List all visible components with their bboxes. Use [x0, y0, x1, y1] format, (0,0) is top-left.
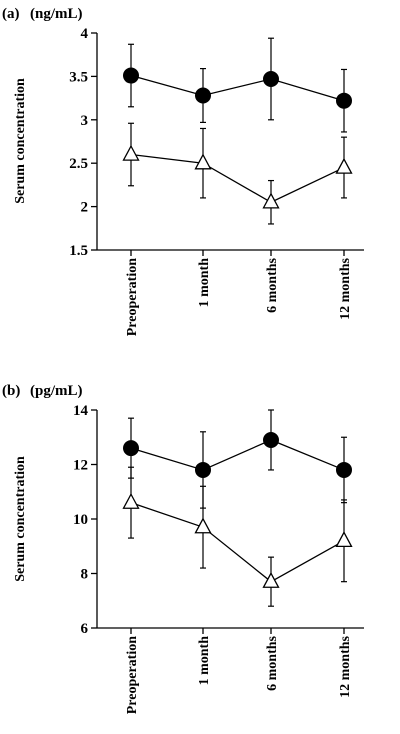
unit-label: (ng/mL)	[30, 6, 83, 22]
x-category-label: 6 months	[265, 257, 280, 312]
y-tick-label: 3.5	[69, 69, 88, 85]
x-category-label: 1 month	[197, 258, 212, 308]
data-point-circle	[123, 67, 139, 84]
series-line-filled-circle	[130, 74, 345, 102]
panel-label: (b)	[2, 383, 20, 399]
panel-label: (a)	[2, 6, 20, 22]
y-tick-label: 6	[81, 621, 89, 637]
y-tick-label: 2	[81, 200, 89, 216]
panel-a: (a) (ng/mL) 1.5 2 2.5 3 3.5 4 Serum concentratio…	[2, 6, 364, 336]
x-category-label: 1 month	[197, 636, 212, 686]
data-point-triangle	[262, 192, 280, 209]
y-axis-label: Serum concentration	[13, 456, 28, 582]
x-category-label: Preoperation	[125, 258, 140, 336]
data-point-circle	[195, 87, 211, 104]
x-category-label: 12 months	[338, 257, 353, 319]
data-point-triangle	[194, 153, 212, 170]
x-category-label: 6 months	[265, 635, 280, 690]
y-tick-label: 2.5	[69, 156, 88, 172]
series-line-filled-circle	[130, 439, 345, 471]
y-tick-label: 12	[73, 458, 88, 474]
series-line-open-triangle	[130, 153, 345, 203]
y-tick-label: 8	[81, 567, 89, 583]
data-point-circle	[336, 461, 352, 478]
y-tick-label: 14	[73, 403, 89, 419]
data-point-circle	[263, 71, 279, 88]
series-line-open-triangle	[130, 502, 345, 583]
x-category-label: 12 months	[338, 635, 353, 697]
y-tick-label: 1.5	[69, 243, 88, 259]
data-point-triangle	[122, 492, 140, 509]
y-axis-label: Serum concentration	[13, 78, 28, 204]
data-point-circle	[123, 440, 139, 457]
data-point-triangle	[335, 531, 353, 548]
unit-label: (pg/mL)	[30, 383, 83, 399]
data-point-triangle	[262, 571, 280, 588]
data-point-circle	[263, 431, 279, 448]
data-point-circle	[195, 461, 211, 478]
data-point-circle	[336, 92, 352, 109]
y-tick-label: 10	[73, 512, 88, 528]
y-tick-label: 3	[81, 113, 89, 129]
data-point-triangle	[335, 157, 353, 174]
y-tick-label: 4	[81, 26, 89, 42]
panel-b: (b) (pg/mL) 6 8 10 12 14 Serum concentration Pre…	[2, 383, 364, 714]
data-point-triangle	[122, 144, 140, 161]
x-category-label: Preoperation	[125, 636, 140, 714]
data-point-triangle	[194, 517, 212, 534]
